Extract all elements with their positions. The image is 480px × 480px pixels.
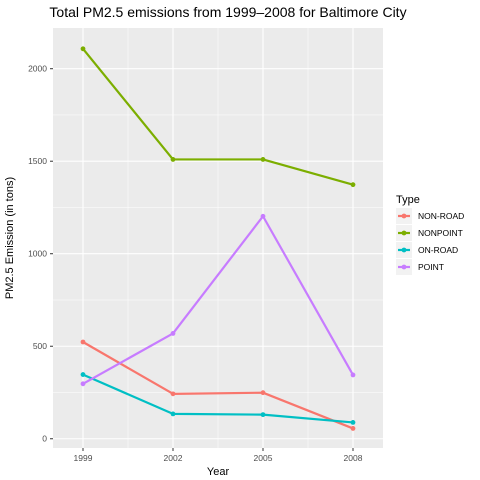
- legend-label-on-road: ON-ROAD: [418, 245, 458, 255]
- x-axis: 1999 2002 2005 2008: [74, 448, 363, 463]
- y-axis: 0 500 1000 1500 2000: [28, 64, 53, 444]
- series-line-nonpoint: [82, 48, 354, 186]
- series-line-point: [82, 215, 354, 385]
- y-axis-title: PM2.5 Emission (in tons): [4, 177, 16, 299]
- series-line-non-road: [82, 341, 354, 430]
- x-axis-title: Year: [207, 466, 230, 478]
- data-point-on-road: [260, 412, 266, 418]
- data-point-point: [80, 381, 86, 387]
- legend: Type NON-ROAD NONPOINT ON-ROAD POINT: [396, 194, 464, 275]
- data-point-on-road: [350, 420, 356, 425]
- legend-key-point-point: [401, 264, 407, 270]
- data-point-point: [260, 213, 266, 219]
- legend-title: Type: [396, 194, 420, 206]
- y-tick-label: 500: [33, 341, 47, 351]
- data-point-non-road: [170, 391, 176, 397]
- y-tick-label: 0: [42, 434, 47, 444]
- chart-title: Total PM2.5 emissions from 1999–2008 for…: [49, 4, 406, 20]
- series-layer: [80, 46, 356, 431]
- legend-label-point: POINT: [418, 262, 444, 272]
- y-tick-label: 1000: [28, 249, 47, 259]
- data-point-point: [350, 372, 356, 378]
- data-point-non-road: [260, 390, 266, 396]
- data-point-nonpoint: [170, 157, 176, 162]
- data-point-non-road: [80, 339, 86, 345]
- data-point-on-road: [80, 372, 86, 377]
- data-point-point: [170, 331, 176, 336]
- legend-key-point-nonpoint: [401, 230, 407, 236]
- data-point-nonpoint: [80, 46, 86, 52]
- legend-key-point-on-road: [401, 247, 407, 253]
- y-tick-label: 2000: [28, 64, 47, 74]
- data-point-nonpoint: [350, 182, 356, 188]
- grid: [53, 28, 383, 448]
- data-point-non-road: [350, 426, 356, 431]
- x-tick-label: 2002: [164, 453, 183, 463]
- x-tick-label: 2005: [254, 453, 273, 463]
- legend-key-point-non-road: [401, 213, 407, 219]
- y-tick-label: 1500: [28, 156, 47, 166]
- data-point-nonpoint: [260, 157, 266, 162]
- x-tick-label: 2008: [344, 453, 363, 463]
- x-tick-label: 1999: [74, 453, 93, 463]
- legend-label-nonpoint: NONPOINT: [418, 228, 463, 238]
- legend-label-non-road: NON-ROAD: [418, 211, 464, 221]
- series-line-on-road: [82, 373, 354, 424]
- data-point-on-road: [170, 411, 176, 417]
